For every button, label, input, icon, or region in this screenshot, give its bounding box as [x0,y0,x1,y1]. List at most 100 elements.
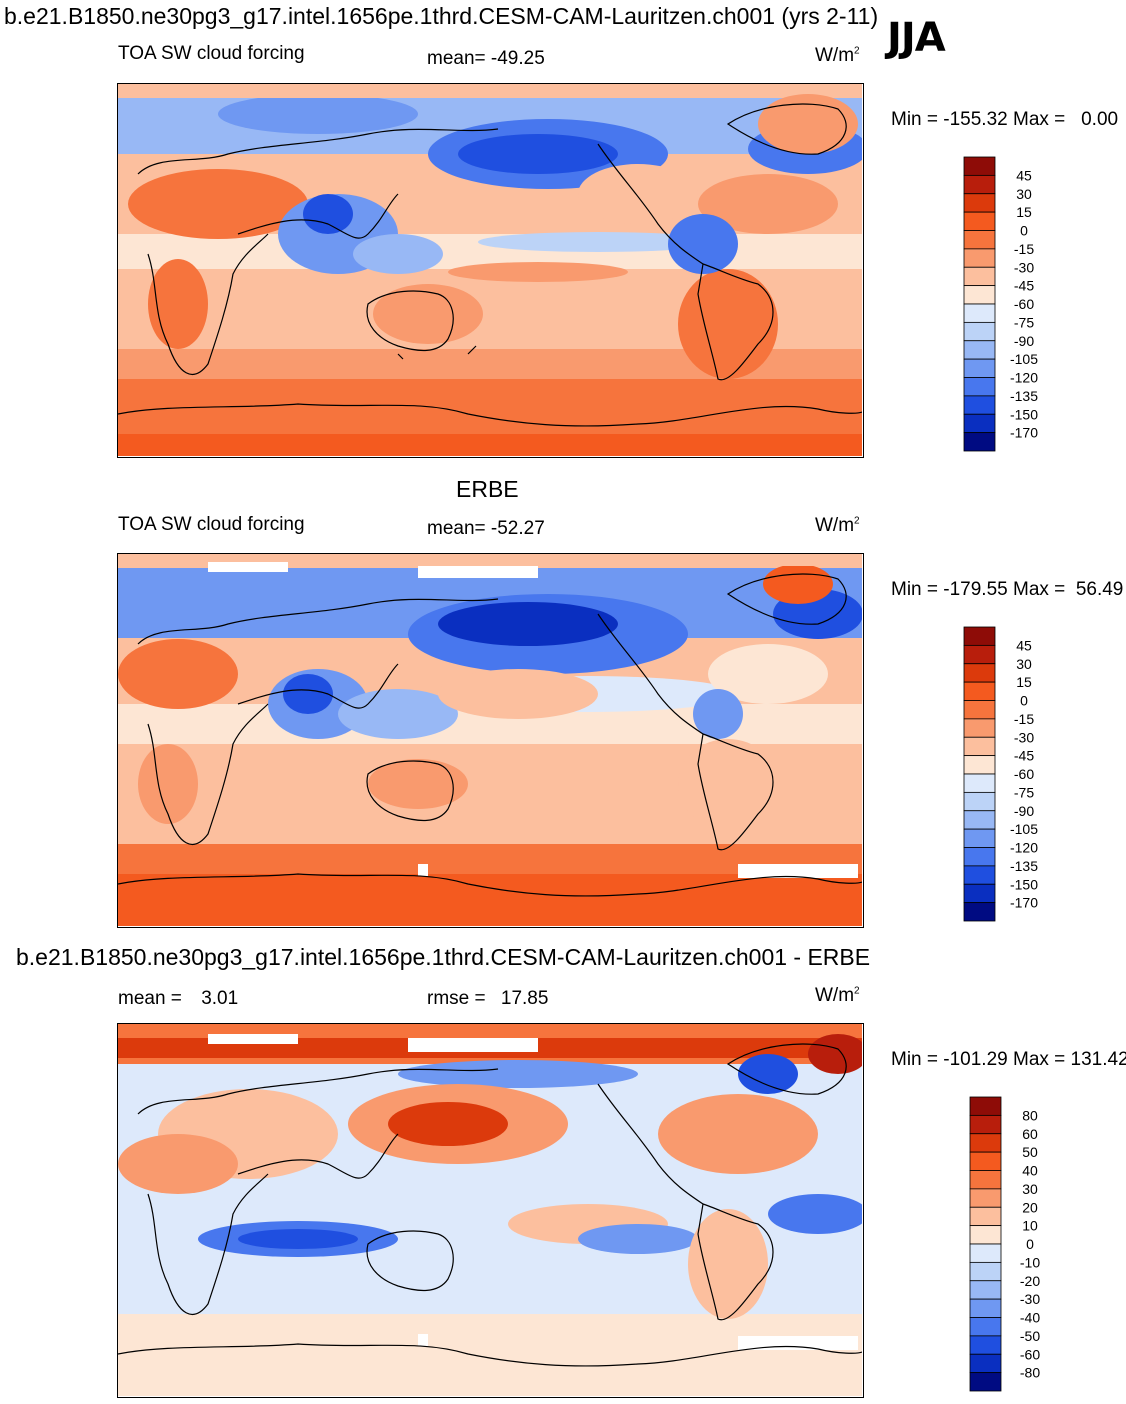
colorbar-tick-label: -30 [1014,729,1034,745]
stat-value: 3.01 [201,988,239,1009]
colorbar-swatch [969,1372,1002,1392]
colorbar-tick-label: -30 [1020,1291,1040,1307]
colorbar-swatch [963,395,996,415]
colorbar-tick-label: -120 [1010,370,1038,386]
panel-mean: mean= -49.25 [427,49,545,68]
colorbar-swatch [969,1225,1002,1245]
panel-mean: mean = 3.01 [118,989,238,1008]
colorbar-tick-label: -120 [1010,840,1038,856]
colorbar-tick-label: -40 [1020,1310,1040,1326]
colorbar-swatch [963,681,996,701]
map-obs-svg [118,554,862,926]
colorbar-swatch [963,266,996,287]
colorbar-swatch [963,773,996,793]
colorbar-tick-label: 0 [1020,223,1028,239]
season-label: JJA [887,15,946,61]
colorbar-swatch [963,810,996,830]
map-diff-svg [118,1024,862,1396]
page-title: b.e21.B1850.ne30pg3_g17.intel.1656pe.1th… [4,3,879,29]
stat-value: 17.85 [500,988,549,1009]
colorbar-tick-label: -75 [1014,314,1034,330]
colorbar-tick-label: 60 [1022,1126,1038,1142]
colorbar-swatch [969,1261,1002,1282]
colorbar-swatch [963,902,996,922]
stat-label: mean= [427,48,486,69]
panel-variable: TOA SW cloud forcing [118,43,305,64]
colorbar-tick-label: 45 [1016,167,1032,183]
colorbar-swatch [963,700,996,720]
colorbar-model: 45 30 15 0 -15 -30 -45 -60 -75 -90 -105 -120 -135 -15… [963,156,1083,452]
panel-units: W/m2 [815,986,860,1005]
stat-value: -49.25 [490,48,545,69]
panel-header: b.e21.B1850.ne30pg3_g17.intel.1656pe.1th… [16,944,871,970]
colorbar-swatch [963,847,996,867]
colorbar-tick-label: 0 [1020,693,1028,709]
colorbar-swatch [963,340,996,360]
colorbar-tick-label: 15 [1016,204,1032,220]
colorbar-swatch [963,321,996,342]
colorbar-swatch [963,285,996,305]
colorbar-swatch [963,755,996,775]
panel-units: W/m2 [815,516,860,535]
panel-variable: TOA SW cloud forcing [118,514,305,535]
colorbar-swatch [969,1114,1002,1135]
colorbar-tick-label: 15 [1016,674,1032,690]
colorbar-tick-label: 30 [1016,656,1032,672]
colorbar-tick-label: 30 [1016,186,1032,202]
colorbar-swatch [963,626,996,646]
colorbar-tick-label: 20 [1022,1199,1038,1215]
units-text: W/m [815,45,855,66]
colorbar-swatch [969,1206,1002,1227]
colorbar-swatch [963,248,996,268]
colorbar-tick-label: 45 [1016,637,1032,653]
colorbar-tick-label: -150 [1010,876,1038,892]
colorbar-swatch [969,1096,1002,1116]
panel-header: ERBE [456,476,519,502]
colorbar-swatch [969,1298,1002,1318]
panel-minmax: Min = -179.55 Max = 56.49 [891,579,1124,600]
colorbar-swatch [963,377,996,397]
colorbar-tick-label: 10 [1022,1218,1038,1234]
colorbar-swatch [969,1243,1002,1263]
colorbar-model-svg: 45 30 15 0 -15 -30 -45 -60 -75 -90 -105 -120 -135 -15… [963,156,1038,452]
colorbar-swatch [963,718,996,738]
colorbar-tick-label: -60 [1020,1346,1040,1362]
units-text: W/m [815,515,855,536]
colorbar-swatch [969,1353,1002,1374]
colorbar-swatch [969,1133,1002,1153]
colorbar-tick-label: -45 [1014,748,1034,764]
map-model-svg [118,84,862,456]
colorbar-tick-label: -60 [1014,296,1034,312]
colorbar-tick-label: -135 [1010,858,1038,874]
colorbar-swatch [963,736,996,757]
colorbar-tick-label: -10 [1020,1254,1040,1270]
colorbar-swatch [963,791,996,812]
colorbar-diff: 80 60 50 40 30 20 10 0 -10 -20 -30 -40 -50 -60 -80 [969,1096,1089,1392]
colorbar-tick-label: -170 [1010,895,1038,911]
colorbar-swatch [969,1170,1002,1190]
panel-minmax: Min = -155.32 Max = 0.00 [891,109,1119,130]
colorbar-tick-label: -105 [1010,351,1038,367]
colorbar-tick-label: -75 [1014,784,1034,800]
colorbar-swatch [963,358,996,378]
panel-minmax: Min = -101.29 Max = 131.42 [891,1049,1126,1070]
stat-label: mean = [118,988,182,1009]
colorbar-tick-label: -20 [1020,1273,1040,1289]
colorbar-tick-label: -15 [1014,241,1034,257]
colorbar-tick-label: -90 [1014,803,1034,819]
panel-rmse: rmse = 17.85 [427,989,548,1008]
colorbar-tick-label: -15 [1014,711,1034,727]
map-model [117,83,864,458]
colorbar-swatch [969,1280,1002,1300]
colorbar-tick-label: -135 [1010,388,1038,404]
colorbar-swatch [969,1188,1002,1208]
units-text: W/m [815,985,855,1006]
colorbar-swatch [963,211,996,231]
panel-units: W/m2 [815,46,860,65]
colorbar-swatch [963,663,996,683]
colorbar-tick-label: -150 [1010,406,1038,422]
colorbar-tick-label: 30 [1022,1181,1038,1197]
colorbar-obs-svg: 45 30 15 0 -15 -30 -45 -60 -75 -90 -105 -120 -135 -15… [963,626,1038,922]
colorbar-tick-label: -60 [1014,766,1034,782]
colorbar-swatch [963,883,996,904]
